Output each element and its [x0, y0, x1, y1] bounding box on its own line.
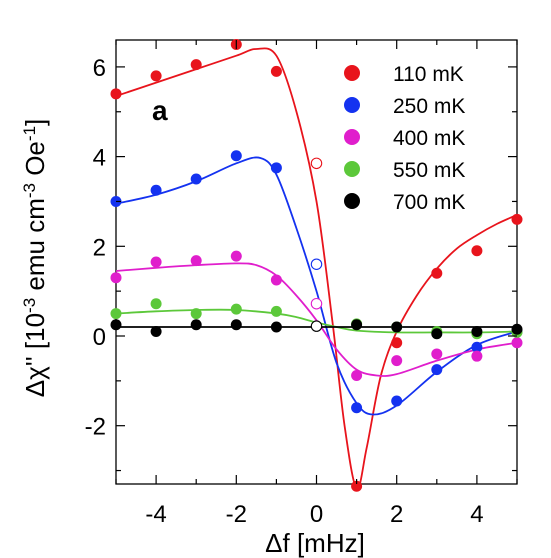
panel-label: a — [152, 95, 168, 126]
data-point-250mk — [351, 402, 363, 414]
data-point-700mk — [431, 328, 443, 340]
x-tick-label: 4 — [470, 501, 483, 528]
y-tick-label: 0 — [93, 324, 106, 351]
data-point-400mk — [190, 255, 202, 267]
data-point-550mk — [270, 305, 282, 317]
open-point-700mk — [310, 320, 323, 332]
data-point-400mk — [471, 350, 483, 362]
data-point-700mk — [110, 319, 122, 331]
legend-marker — [344, 161, 360, 177]
data-point-700mk — [190, 319, 202, 331]
data-point-400mk — [511, 337, 523, 349]
data-point-700mk — [230, 319, 242, 331]
x-tick-label: 0 — [310, 501, 323, 528]
legend-entry: 110 mK — [393, 63, 464, 86]
open-point-110mk — [310, 157, 323, 170]
data-point-250mk — [150, 184, 162, 196]
legend-marker — [344, 97, 360, 113]
data-point-700mk — [471, 326, 483, 338]
data-point-400mk — [351, 369, 363, 381]
data-point-110mk — [150, 70, 162, 82]
data-point-400mk — [230, 250, 242, 262]
data-point-250mk — [471, 341, 483, 353]
data-point-250mk — [190, 173, 202, 185]
data-point-110mk — [431, 267, 443, 279]
svg-text:Δχ'' [10-3 emu cm-3 Oe-1]: Δχ'' [10-3 emu cm-3 Oe-1] — [20, 119, 51, 398]
legend-entry: 550 mK — [393, 159, 465, 182]
legend-marker — [344, 65, 360, 81]
x-tick-label: 2 — [390, 501, 403, 528]
data-point-700mk — [150, 326, 162, 338]
data-point-400mk — [150, 256, 162, 268]
data-point-550mk — [230, 303, 242, 315]
data-points — [110, 38, 523, 492]
open-point-400mk — [310, 297, 323, 310]
data-point-250mk — [230, 150, 242, 162]
legend-entry: 250 mK — [393, 95, 465, 118]
data-point-550mk — [150, 298, 162, 310]
data-point-400mk — [270, 274, 282, 286]
data-point-550mk — [110, 308, 122, 320]
data-point-110mk — [110, 88, 122, 100]
y-tick-label: 6 — [93, 55, 106, 82]
data-point-400mk — [110, 272, 122, 284]
data-point-110mk — [391, 337, 403, 349]
data-point-700mk — [351, 319, 363, 331]
axis-ticks: -4 -2 0 2 4 -2 0 2 4 6 — [85, 40, 518, 528]
data-point-250mk — [431, 364, 443, 376]
x-tick-label: -4 — [145, 501, 166, 528]
fit-curve-250mk — [115, 156, 518, 416]
legend-marker — [344, 129, 360, 145]
data-point-700mk — [391, 321, 403, 333]
legend-entry: 700 mK — [393, 191, 465, 214]
fit-curve-110mk — [115, 47, 518, 490]
data-point-110mk — [471, 245, 483, 257]
y-tick-label: 4 — [93, 145, 106, 172]
data-point-110mk — [511, 213, 523, 225]
data-point-110mk — [351, 480, 363, 492]
open-point-250mk — [310, 258, 323, 270]
data-point-400mk — [391, 355, 403, 367]
x-axis-label: Δf [mHz] — [265, 528, 365, 558]
fit-curve-400mk — [115, 262, 518, 377]
data-point-110mk — [190, 59, 202, 71]
y-tick-label: 2 — [93, 234, 106, 261]
y-tick-label: -2 — [85, 414, 106, 441]
x-tick-label: -2 — [226, 501, 247, 528]
data-point-400mk — [431, 348, 443, 360]
legend-marker — [344, 193, 360, 209]
data-point-110mk — [270, 65, 282, 77]
data-point-700mk — [270, 321, 282, 333]
data-point-250mk — [270, 162, 282, 174]
legend: 110 mK 250 mK 400 mK 550 mK 700 mK — [344, 63, 465, 214]
data-point-550mk — [190, 308, 202, 320]
y-axis-label: Δχ'' [10-3 emu cm-3 Oe-1] — [20, 119, 51, 398]
data-point-250mk — [391, 395, 403, 407]
legend-entry: 400 mK — [393, 127, 465, 150]
data-point-700mk — [511, 323, 523, 335]
